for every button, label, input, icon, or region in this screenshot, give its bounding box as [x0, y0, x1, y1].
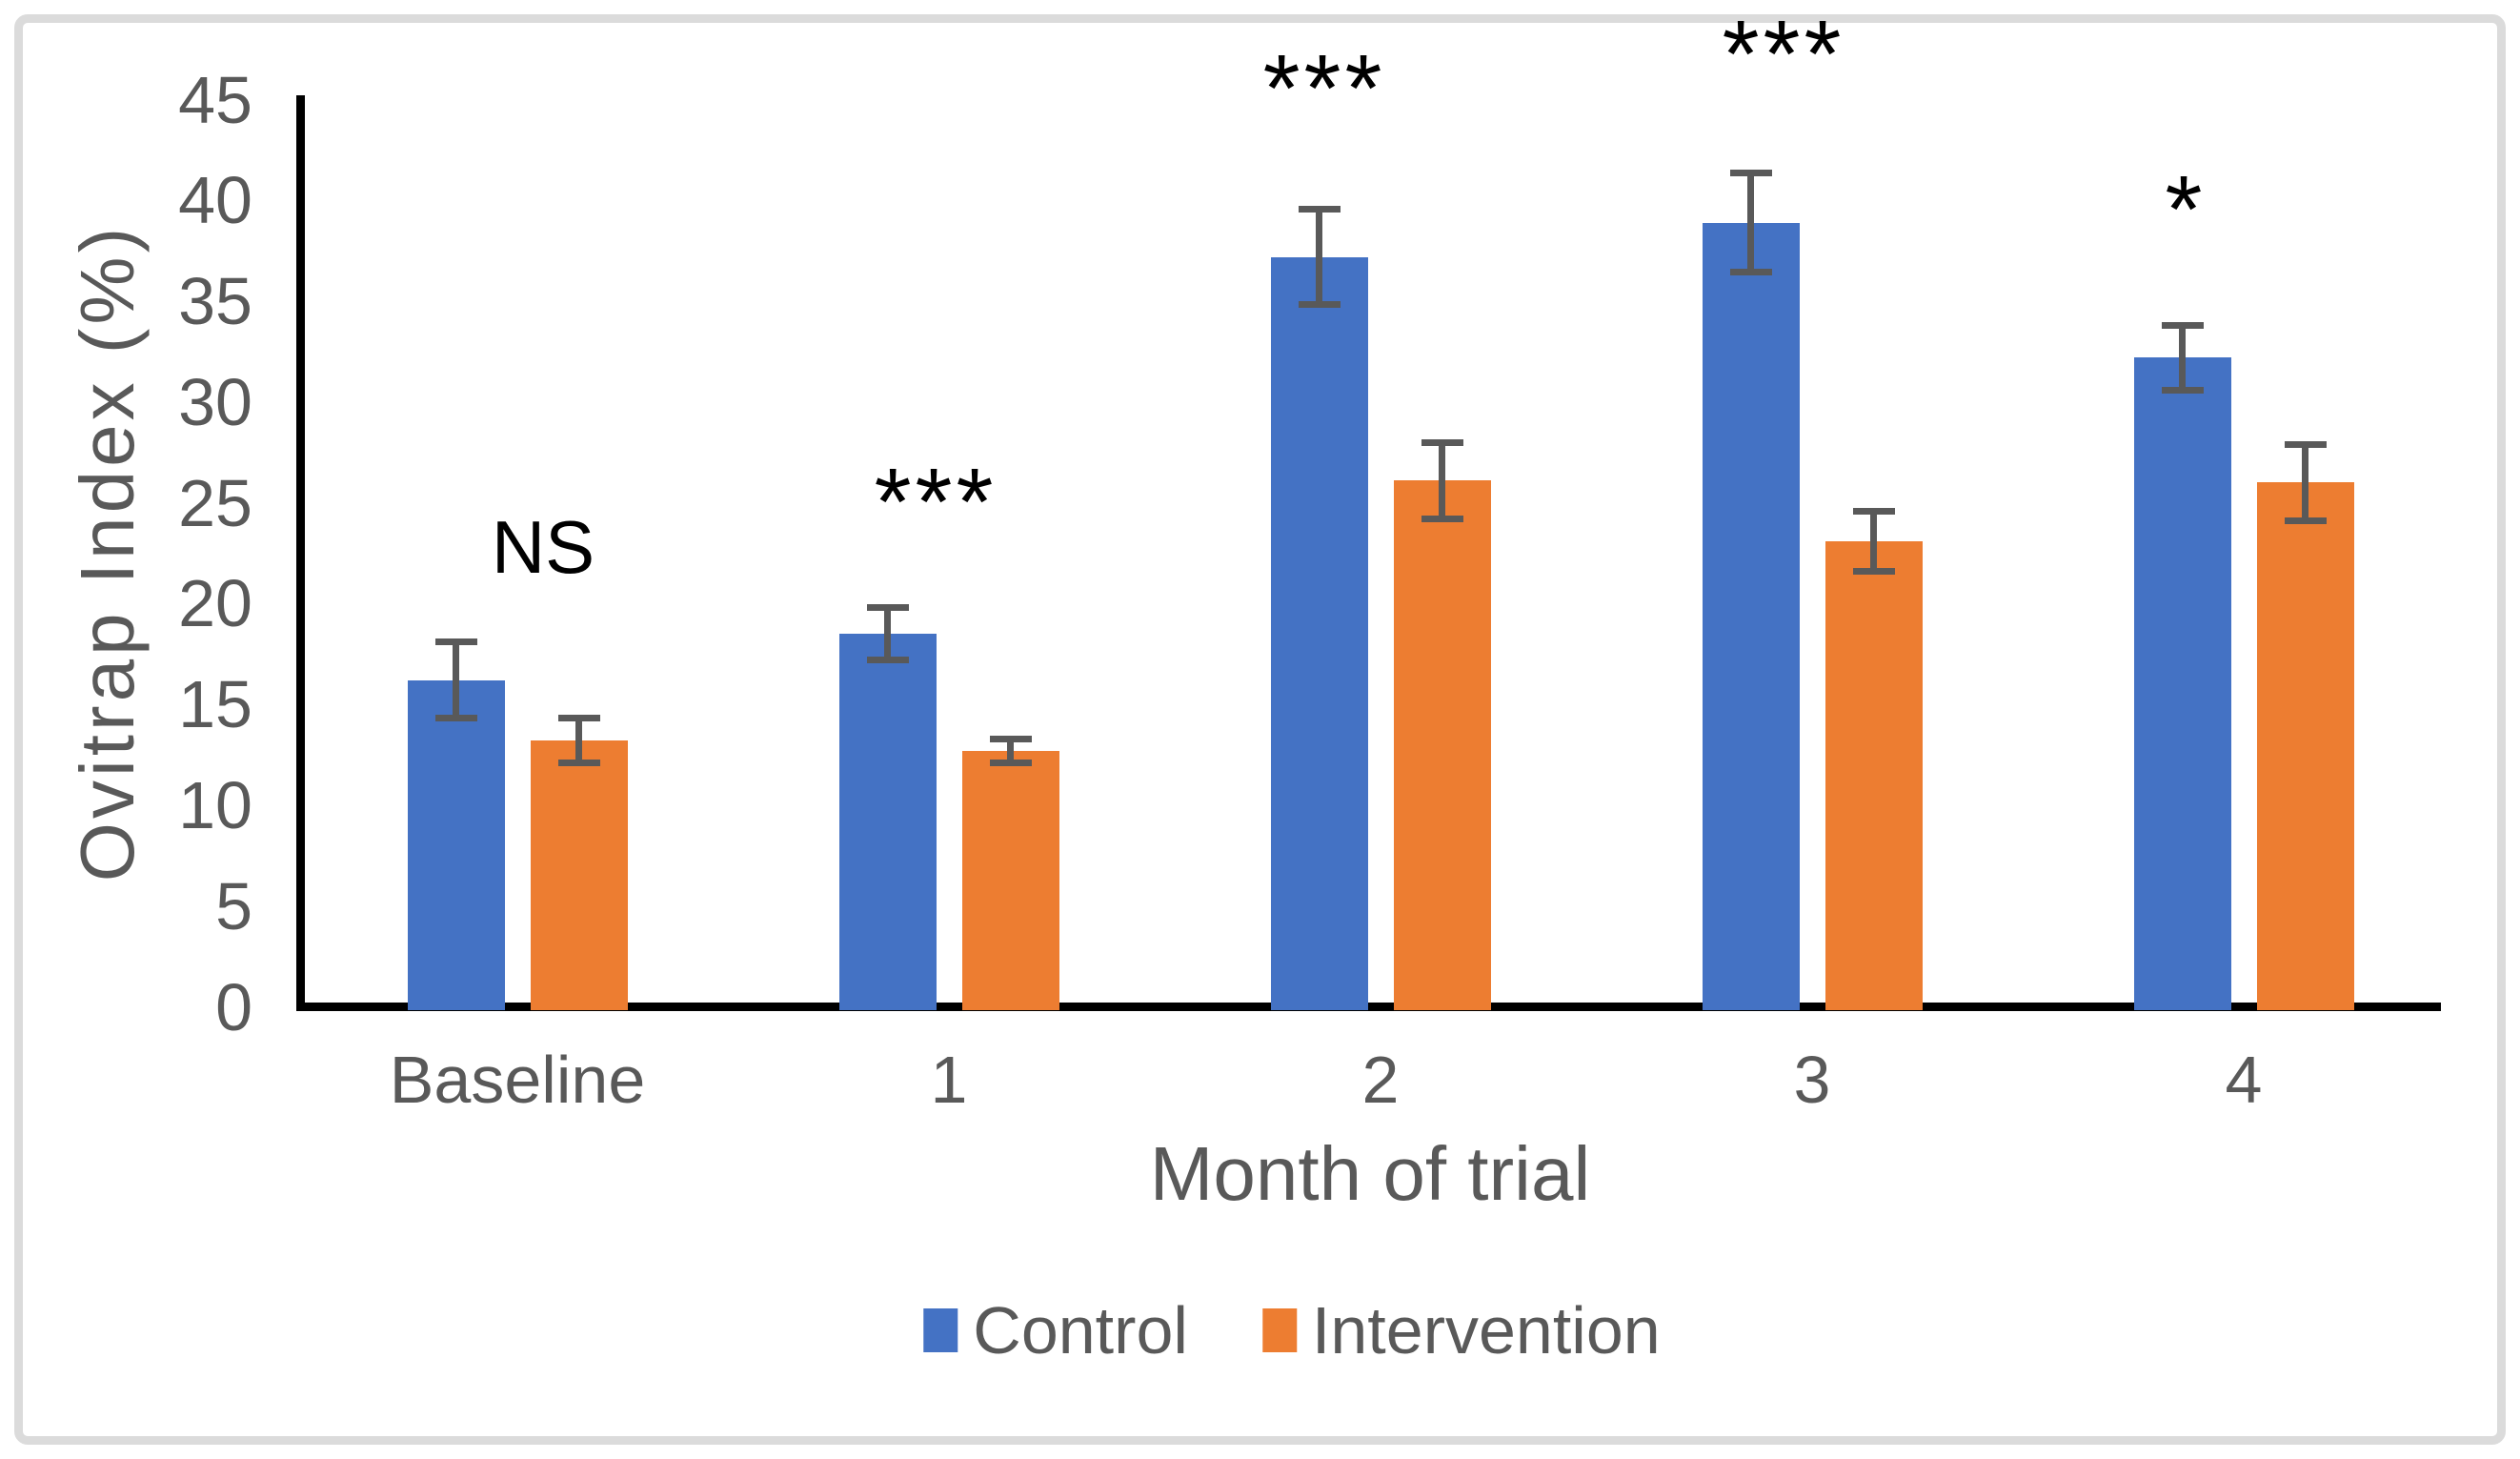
control-bar-3 — [1702, 222, 1800, 1011]
control-error-bar-cap-top-4 — [2161, 321, 2204, 329]
x-category-label-2: 2 — [1361, 1043, 1400, 1117]
control-bar-baseline — [407, 679, 505, 1011]
chart-legend: Control Intervention — [923, 1293, 1661, 1368]
intervention-bar-3 — [1824, 540, 1923, 1011]
control-error-bar-cap-bottom-4 — [2161, 386, 2204, 394]
intervention-error-bar-cap-top-4 — [2284, 440, 2327, 448]
x-category-label-4: 4 — [2225, 1043, 2263, 1117]
legend-label-control: Control — [973, 1293, 1188, 1368]
x-category-label-3: 3 — [1793, 1043, 1831, 1117]
x-category-label-Baseline: Baseline — [389, 1043, 646, 1117]
y-tick-label-20: 20 — [178, 566, 252, 641]
intervention-error-bar-cap-top-2 — [1421, 438, 1463, 446]
control-bar-1 — [838, 634, 937, 1011]
legend-marker-intervention — [1261, 1308, 1297, 1352]
control-error-bar-line-2 — [1316, 209, 1322, 305]
y-axis-line — [296, 95, 305, 1011]
legend-marker-control — [923, 1308, 958, 1352]
y-tick-label-15: 15 — [178, 667, 252, 742]
intervention-error-bar-cap-bottom-4 — [2284, 517, 2327, 525]
significance-label-4: * — [2165, 155, 2207, 263]
intervention-error-bar-cap-bottom-3 — [1852, 568, 1895, 576]
y-tick-label-30: 30 — [178, 364, 252, 439]
intervention-error-bar-cap-top-3 — [1852, 507, 1895, 515]
control-bar-2 — [1270, 256, 1368, 1011]
control-error-bar-cap-top-3 — [1729, 170, 1772, 177]
y-tick-label-5: 5 — [215, 868, 252, 943]
y-tick-label-25: 25 — [178, 465, 252, 540]
y-tick-label-40: 40 — [178, 163, 252, 238]
intervention-error-bar-line-4 — [2302, 444, 2308, 521]
x-axis-line — [296, 1003, 2441, 1011]
control-error-bar-line-1 — [884, 607, 891, 660]
control-error-bar-line-4 — [2179, 325, 2186, 391]
significance-label-2: *** — [1262, 34, 1386, 142]
control-error-bar-line-baseline — [453, 641, 459, 719]
intervention-error-bar-cap-bottom-baseline — [557, 760, 600, 767]
significance-label-baseline: NS — [491, 505, 595, 590]
intervention-error-bar-line-3 — [1870, 511, 1877, 572]
intervention-bar-baseline — [530, 740, 628, 1011]
control-error-bar-cap-bottom-2 — [1298, 300, 1341, 308]
legend-entry-control: Control — [923, 1297, 1188, 1364]
significance-label-3: *** — [1722, 1, 1845, 109]
legend-entry-intervention: Intervention — [1261, 1293, 1661, 1368]
significance-label-1: *** — [874, 448, 998, 556]
control-error-bar-cap-bottom-baseline — [434, 715, 477, 722]
y-tick-label-35: 35 — [178, 264, 252, 339]
intervention-error-bar-line-2 — [1439, 442, 1445, 519]
x-axis-title: Month of trial — [1149, 1131, 1591, 1216]
control-error-bar-line-3 — [1747, 172, 1754, 273]
control-error-bar-cap-top-1 — [866, 604, 909, 612]
control-error-bar-cap-top-baseline — [434, 638, 477, 646]
control-error-bar-cap-bottom-3 — [1729, 268, 1772, 275]
intervention-error-bar-cap-top-baseline — [557, 715, 600, 722]
intervention-error-bar-line-1 — [1007, 739, 1014, 763]
y-tick-label-10: 10 — [178, 767, 252, 842]
legend-label-intervention: Intervention — [1311, 1293, 1661, 1368]
intervention-bar-1 — [961, 750, 1059, 1011]
y-tick-label-45: 45 — [178, 62, 252, 137]
control-bar-4 — [2133, 357, 2231, 1011]
intervention-error-bar-cap-bottom-2 — [1421, 516, 1463, 523]
control-error-bar-cap-bottom-1 — [866, 657, 909, 664]
intervention-bar-2 — [1393, 480, 1491, 1011]
intervention-error-bar-cap-bottom-1 — [989, 760, 1032, 767]
x-category-label-1: 1 — [930, 1043, 968, 1117]
intervention-error-bar-line-baseline — [575, 718, 582, 763]
intervention-bar-4 — [2256, 482, 2354, 1011]
control-error-bar-cap-top-2 — [1298, 206, 1341, 213]
intervention-error-bar-cap-top-1 — [989, 735, 1032, 742]
y-tick-label-0: 0 — [215, 969, 252, 1044]
